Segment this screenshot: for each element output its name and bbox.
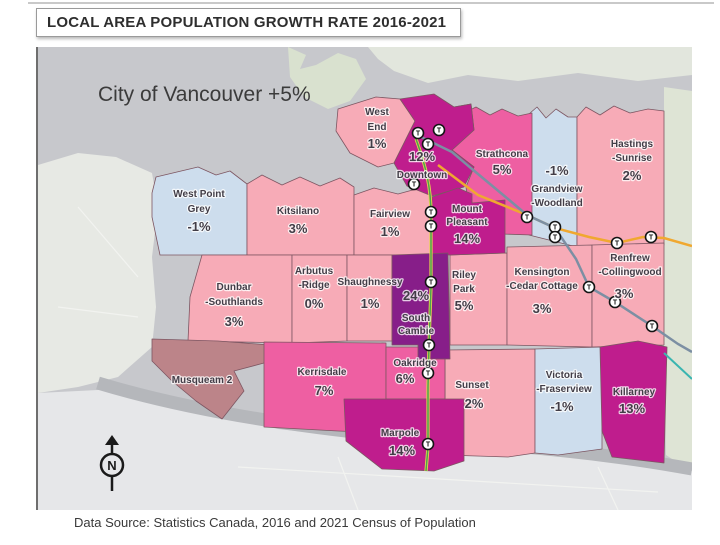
- skytrain-station-icon: T: [422, 338, 436, 352]
- region-grandview-woodland: [528, 106, 578, 248]
- region-label-strathcona: Strathcona 5%: [476, 149, 529, 177]
- region-label-renfrew-collingwood: Renfrew -Collingwood 3%: [598, 253, 661, 301]
- region-label-kerrisdale: Kerrisdale 7%: [298, 367, 347, 398]
- skytrain-station-icon: T: [432, 123, 446, 137]
- skytrain-station-icon: T: [421, 437, 435, 451]
- city-overall-label: City of Vancouver +5%: [98, 83, 311, 106]
- skytrain-station-icon: T: [645, 319, 659, 333]
- svg-text:T: T: [426, 142, 431, 149]
- svg-text:T: T: [553, 235, 558, 242]
- region-label-marpole: Marpole 14%: [381, 428, 420, 458]
- region-marpole: [343, 398, 465, 472]
- region-label-west-end: West End 1%: [365, 107, 389, 151]
- svg-text:T: T: [426, 442, 431, 449]
- region-victoria-fraserview: [534, 346, 603, 456]
- canada-line: [415, 138, 432, 472]
- svg-text:T: T: [649, 235, 654, 242]
- skytrain-station-icon: T: [644, 230, 658, 244]
- region-label-downtown: 12% Downtown: [397, 149, 448, 181]
- north-shore-land: [368, 47, 692, 83]
- svg-text:T: T: [650, 324, 655, 331]
- region-label-shaughnessy: Shaughnessy 1%: [337, 277, 402, 311]
- skytrain-station-icon: T: [421, 366, 435, 380]
- region-kensington-cedar-cottage: [506, 244, 593, 348]
- region-label-south-cambie: 24% South Cambie: [398, 288, 435, 337]
- region-label-riley-park: Riley Park 5%: [452, 270, 476, 313]
- svg-text:T: T: [427, 343, 432, 350]
- region-label-musqueam-2: Musqueam 2: [172, 375, 233, 386]
- region-label-kitsilano: Kitsilano 3%: [277, 206, 319, 236]
- region-hastings-sunrise: [576, 105, 665, 248]
- svg-text:T: T: [429, 224, 434, 231]
- region-label-grandview-woodland: -1% Grandview -Woodland: [531, 163, 583, 209]
- burnaby-land: [664, 87, 692, 467]
- ubc-peninsula-land: [38, 153, 158, 393]
- svg-text:T: T: [429, 280, 434, 287]
- svg-text:T: T: [613, 300, 618, 307]
- svg-text:T: T: [429, 210, 434, 217]
- skytrain-station-icon: T: [582, 280, 596, 294]
- map-canvas: T T T T T T T T T T T T T T T T T T City…: [38, 47, 694, 511]
- skytrain-station-icon: T: [424, 275, 438, 289]
- region-killarney: [599, 340, 668, 464]
- region-label-fairview: Fairview 1%: [370, 209, 410, 239]
- region-label-arbutus-ridge: Arbutus -Ridge 0%: [295, 266, 334, 311]
- skytrain-station-icon: T: [520, 210, 534, 224]
- vancouver-growth-map: T T T T T T T T T T T T T T T T T T City…: [36, 47, 694, 511]
- svg-text:T: T: [416, 131, 421, 138]
- region-label-dunbar-southlands: Dunbar -Southlands 3%: [205, 282, 263, 329]
- skytrain-station-icon: T: [424, 219, 438, 233]
- map-title: LOCAL AREA POPULATION GROWTH RATE 2016-2…: [36, 8, 462, 37]
- stanley-park-land: [288, 47, 366, 109]
- region-label-oakridge: Oakridge 6%: [393, 358, 437, 386]
- background-street-lines: [57, 206, 659, 511]
- skytrain-station-icon: T: [424, 205, 438, 219]
- north-arrow: N: [99, 435, 125, 491]
- skytrain-station-icon: T: [548, 230, 562, 244]
- region-dunbar-southlands: [187, 254, 293, 344]
- skytrain-stations: T T T T T T T T T T T T T T T T T T: [407, 123, 659, 451]
- svg-text:T: T: [437, 128, 442, 135]
- skytrain-station-icon: T: [610, 236, 624, 250]
- region-fairview: [353, 187, 433, 256]
- region-label-west-point-grey: West Point Grey -1%: [173, 189, 225, 234]
- region-label-mount-pleasant: Mount Pleasant 14%: [446, 204, 488, 246]
- svg-text:T: T: [587, 285, 592, 292]
- svg-text:T: T: [525, 215, 530, 222]
- region-south-cambie: [391, 252, 451, 360]
- skytrain-station-icon: T: [407, 177, 421, 191]
- data-source-caption: Data Source: Statistics Canada, 2016 and…: [74, 515, 476, 530]
- window-top-divider: [28, 2, 714, 4]
- svg-text:T: T: [426, 371, 431, 378]
- region-label-kensington-cedar-cottage: Kensington -Cedar Cottage 3%: [506, 267, 578, 316]
- north-arrow-label: N: [107, 458, 116, 473]
- region-label-hastings-sunrise: Hastings -Sunrise 2%: [611, 139, 654, 183]
- skytrain-station-icon: T: [421, 137, 435, 151]
- teal-boundary-line: [663, 352, 693, 380]
- skytrain-station-icon: T: [411, 126, 425, 140]
- skytrain-station-icon: T: [608, 295, 622, 309]
- region-label-victoria-fraserview: Victoria -Fraserview -1%: [536, 370, 592, 414]
- svg-text:T: T: [553, 225, 558, 232]
- region-label-sunset: Sunset 2%: [455, 380, 489, 411]
- region-musqueam-2: [151, 338, 271, 420]
- svg-text:T: T: [615, 241, 620, 248]
- svg-text:T: T: [412, 182, 417, 189]
- region-label-killarney: Killarney 13%: [613, 387, 656, 416]
